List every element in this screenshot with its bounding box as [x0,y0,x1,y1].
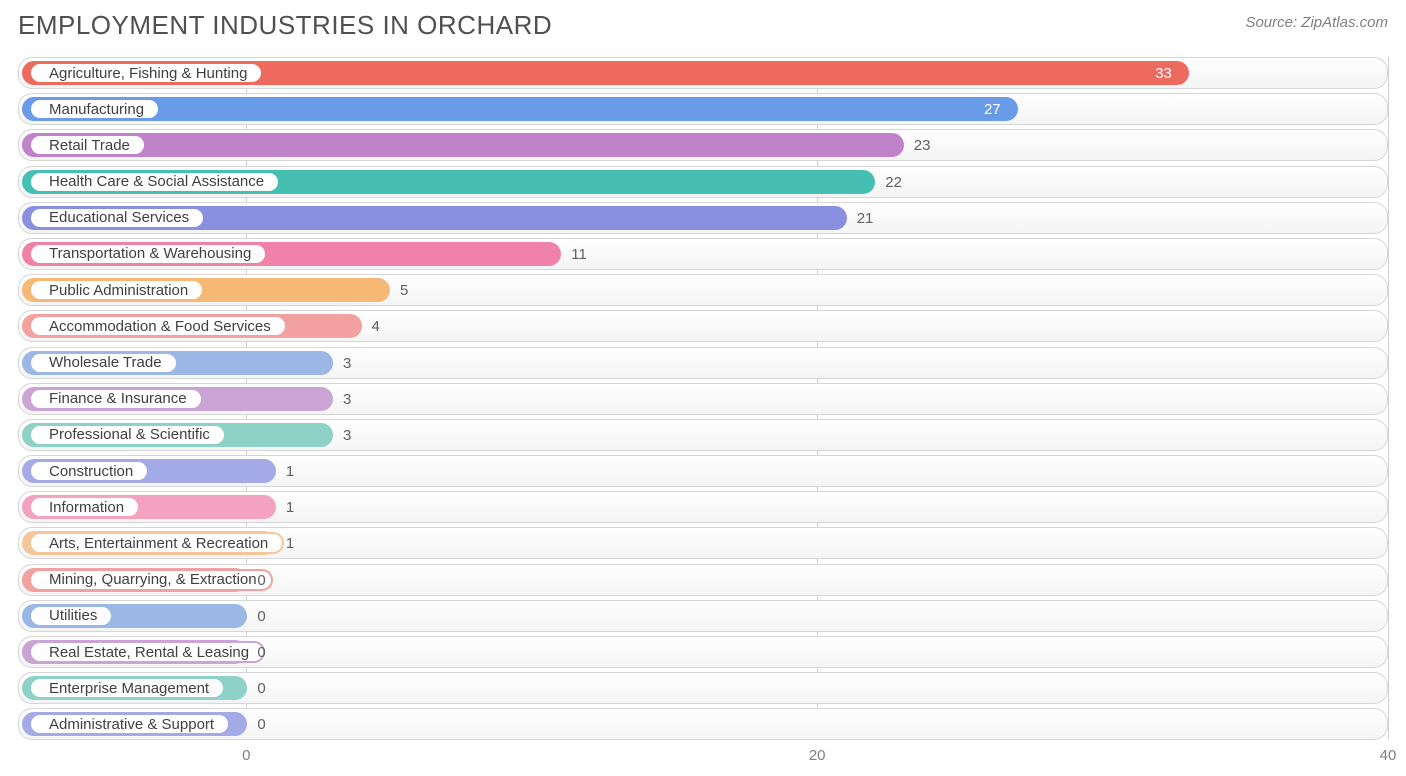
bar-label-pill: Wholesale Trade [29,352,178,374]
bar-label-pill: Information [29,496,140,518]
bar-label-pill: Real Estate, Rental & Leasing [29,641,265,663]
bar-row: Public Administration 5 [18,274,1388,306]
bar-label-pill: Mining, Quarrying, & Extraction [29,569,273,591]
bar-fill [23,97,1018,121]
bar-value-label: 3 [343,391,351,408]
bar-label-pill: Accommodation & Food Services [29,315,287,337]
x-axis: 02040 [18,745,1388,773]
chart-title: EMPLOYMENT INDUSTRIES IN ORCHARD [18,10,552,41]
bar-row: Professional & Scientific 3 [18,419,1388,451]
bar-row: Construction 1 [18,455,1388,487]
bar-label-pill: Construction [29,460,149,482]
bar-row: Wholesale Trade 3 [18,347,1388,379]
bar-label-pill: Transportation & Warehousing [29,243,267,265]
bar-value-label: 1 [286,499,294,516]
bar-row: Administrative & Support 0 [18,708,1388,740]
bar-value-label: 3 [343,355,351,372]
bar-value-label: 0 [257,716,265,733]
bar-fill [23,133,904,157]
bar-row: Health Care & Social Assistance 22 [18,166,1388,198]
gridline [1388,57,1389,740]
bar-label-pill: Administrative & Support [29,713,230,735]
x-axis-tick: 40 [1380,747,1397,764]
bar-row: Retail Trade 23 [18,129,1388,161]
bar-value-label: 4 [372,318,380,335]
bar-label-pill: Finance & Insurance [29,388,203,410]
bar-row: Mining, Quarrying, & Extraction0 [18,564,1388,596]
bar-value-label: 33 [1155,65,1172,82]
bar-label-pill: Agriculture, Fishing & Hunting [29,62,263,84]
bar-row: Enterprise Management 0 [18,672,1388,704]
bar-row: Agriculture, Fishing & Hunting 33 [18,57,1388,89]
bar-value-label: 0 [257,608,265,625]
bar-value-label: 23 [914,137,931,154]
bar-row: Transportation & Warehousing 11 [18,238,1388,270]
x-axis-tick: 0 [242,747,250,764]
bar-value-label: 1 [286,463,294,480]
bar-label-pill: Manufacturing [29,98,160,120]
chart-source-label: Source: ZipAtlas.com [1245,14,1388,31]
chart-rows: Agriculture, Fishing & Hunting33Manufact… [18,57,1388,740]
bar-label-pill: Arts, Entertainment & Recreation [29,532,284,554]
bar-row: Educational Services 21 [18,202,1388,234]
chart-container: EMPLOYMENT INDUSTRIES IN ORCHARD Source:… [0,0,1406,776]
bar-value-label: 0 [257,680,265,697]
bar-row: Finance & Insurance 3 [18,383,1388,415]
bar-row: Accommodation & Food Services 4 [18,310,1388,342]
chart-plot-area: Agriculture, Fishing & Hunting33Manufact… [18,57,1388,773]
bar-value-label: 11 [571,246,587,263]
bar-label-pill: Retail Trade [29,134,146,156]
bar-value-label: 0 [257,644,265,661]
bar-label-pill: Educational Services [29,207,205,229]
x-axis-tick: 20 [809,747,826,764]
bar-label-pill: Utilities [29,605,113,627]
bar-row: Arts, Entertainment & Recreation1 [18,527,1388,559]
bar-value-label: 1 [286,535,294,552]
bar-row: Utilities 0 [18,600,1388,632]
bar-row: Real Estate, Rental & Leasing0 [18,636,1388,668]
bar-value-label: 27 [984,101,1001,118]
bar-label-pill: Health Care & Social Assistance [29,171,280,193]
bar-label-pill: Public Administration [29,279,204,301]
bar-row: Information 1 [18,491,1388,523]
bar-value-label: 21 [857,210,874,227]
bar-label-pill: Professional & Scientific [29,424,226,446]
bar-value-label: 0 [257,572,265,589]
bar-value-label: 5 [400,282,408,299]
bar-value-label: 3 [343,427,351,444]
chart-header: EMPLOYMENT INDUSTRIES IN ORCHARD Source:… [18,10,1388,41]
bar-value-label: 22 [885,174,902,191]
bar-row: Manufacturing 27 [18,93,1388,125]
bar-label-pill: Enterprise Management [29,677,225,699]
